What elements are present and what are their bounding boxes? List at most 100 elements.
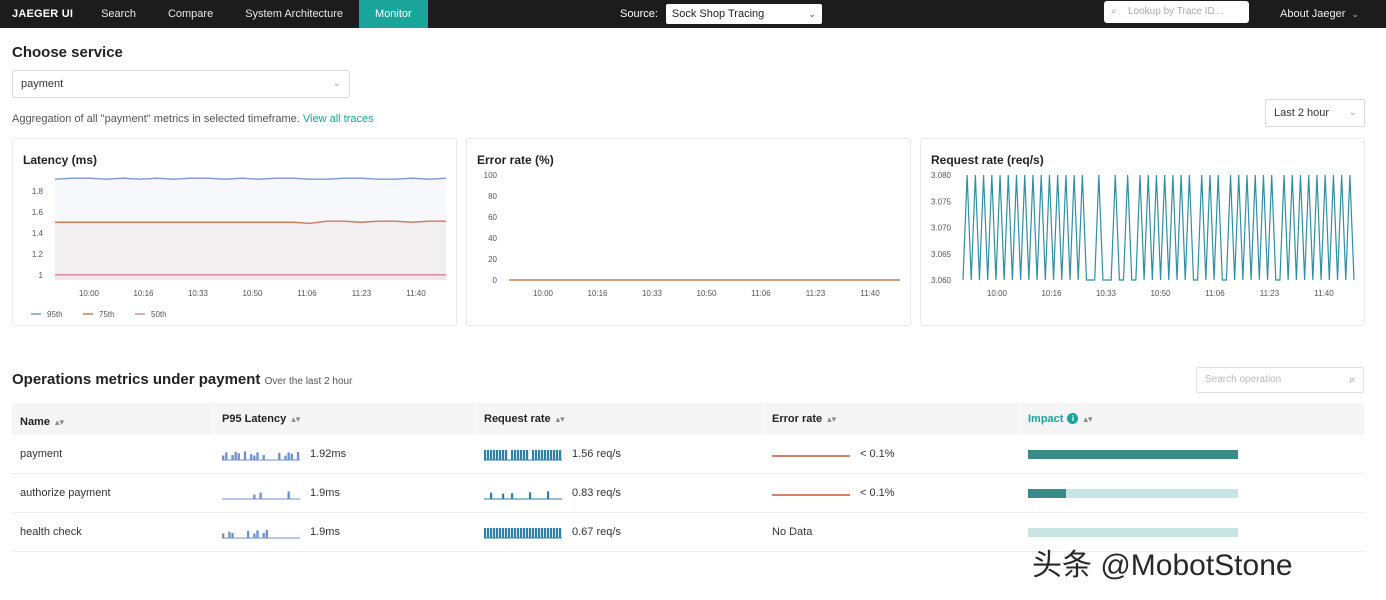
x-tick-label: 11:40 bbox=[860, 289, 880, 298]
service-select[interactable]: payment ⌄ bbox=[12, 70, 350, 98]
y-tick-label: 1.8 bbox=[32, 187, 44, 196]
sort-icon: ▴▾ bbox=[54, 417, 65, 427]
x-tick-label: 10:00 bbox=[79, 289, 100, 298]
sparkline bbox=[484, 528, 562, 539]
sparkline bbox=[222, 451, 300, 461]
error-rate-value: No Data bbox=[772, 526, 813, 538]
sparkline-bar bbox=[499, 528, 502, 538]
sparkline-bar bbox=[256, 452, 259, 460]
series-area bbox=[55, 178, 446, 280]
x-tick-label: 10:50 bbox=[242, 289, 263, 298]
p95-latency-value: 1.9ms bbox=[310, 487, 340, 499]
x-tick-label: 11:06 bbox=[1205, 289, 1225, 298]
y-tick-label: 60 bbox=[488, 213, 497, 222]
col-request-label: Request rate bbox=[484, 413, 551, 425]
trace-lookup-placeholder: Lookup by Trace ID... bbox=[1128, 6, 1224, 17]
timeframe-value: Last 2 hour bbox=[1274, 107, 1330, 119]
y-tick-label: 3.065 bbox=[931, 250, 952, 259]
sparkline bbox=[222, 529, 300, 539]
x-tick-label: 10:50 bbox=[1150, 289, 1171, 298]
col-p95-label: P95 Latency bbox=[222, 413, 287, 425]
nav-compare[interactable]: Compare bbox=[167, 8, 214, 20]
legend-label: 95th bbox=[47, 310, 63, 319]
sparkline-bar bbox=[253, 494, 256, 499]
y-tick-label: 3.075 bbox=[931, 197, 952, 206]
operations-title: Operations metrics under payment bbox=[12, 371, 261, 388]
x-tick-label: 11:40 bbox=[406, 289, 426, 298]
x-tick-label: 10:33 bbox=[1096, 289, 1117, 298]
sparkline-bar bbox=[529, 492, 532, 499]
sparkline-bar bbox=[484, 528, 487, 538]
x-tick-label: 11:06 bbox=[297, 289, 317, 298]
sparkline-bar bbox=[290, 453, 293, 460]
sparkline-bar bbox=[499, 450, 502, 460]
sparkline-bar bbox=[490, 492, 493, 499]
nav-search[interactable]: Search bbox=[101, 8, 136, 20]
sparkline-bar bbox=[256, 530, 259, 538]
x-tick-label: 10:50 bbox=[696, 289, 717, 298]
col-impact[interactable]: Impact i ▴▾ bbox=[1020, 403, 1365, 435]
sparkline bbox=[484, 450, 562, 461]
sparkline-bar bbox=[253, 533, 256, 538]
sparkline-bar bbox=[228, 531, 231, 538]
top-nav: JAEGER UI Search Compare System Architec… bbox=[0, 0, 1386, 28]
trace-lookup-input[interactable]: ⌕ Lookup by Trace ID... bbox=[1104, 1, 1249, 23]
table-row[interactable]: payment 1.92ms 1.56 req/s < 0.1% bbox=[12, 435, 1365, 474]
sparkline-bar bbox=[532, 450, 535, 460]
sparkline-bar bbox=[231, 455, 234, 460]
x-tick-label: 11:23 bbox=[1260, 289, 1280, 298]
y-tick-label: 20 bbox=[488, 255, 497, 264]
x-tick-label: 10:33 bbox=[642, 289, 663, 298]
x-tick-label: 10:33 bbox=[188, 289, 209, 298]
sparkline-bar bbox=[243, 451, 247, 460]
chevron-down-icon: ⌄ bbox=[1348, 107, 1357, 118]
col-error-rate[interactable]: Error rate ▴▾ bbox=[764, 403, 1020, 435]
error-rate-sparkline bbox=[772, 455, 850, 457]
request-rate-chart: 3.080 3.075 3.070 3.065 3.060 10:00 10:16 10:33… bbox=[931, 171, 1355, 298]
p95-latency-cell: 1.9ms bbox=[214, 474, 476, 513]
search-operation-input[interactable]: Search operation ⌕ bbox=[1196, 367, 1364, 393]
chevron-down-icon: ⌄ bbox=[1351, 9, 1360, 19]
sparkline-bar bbox=[237, 453, 240, 460]
table-row[interactable]: health check 1.9ms 0.67 req/s No Data bbox=[12, 513, 1365, 552]
x-tick-label: 10:00 bbox=[987, 289, 1008, 298]
sparkline-bar bbox=[502, 528, 505, 538]
y-tick-label: 1.2 bbox=[32, 250, 44, 259]
search-icon: ⌕ bbox=[1348, 374, 1355, 386]
table-row[interactable]: authorize payment 1.9ms 0.83 req/s < 0.1% bbox=[12, 474, 1365, 513]
jaeger-logo[interactable]: JAEGER UI bbox=[12, 8, 74, 20]
sort-icon: ▴▾ bbox=[555, 414, 565, 424]
source-select[interactable]: Sock Shop Tracing ⌄ bbox=[665, 4, 822, 24]
col-name[interactable]: Name ▴▾ bbox=[12, 403, 214, 435]
col-p95-latency[interactable]: P95 Latency ▴▾ bbox=[214, 403, 476, 435]
latency-title: Latency (ms) bbox=[23, 153, 98, 167]
view-all-traces-link[interactable]: View all traces bbox=[302, 113, 374, 125]
sparkline-bar bbox=[547, 450, 550, 460]
sparkline-bar bbox=[541, 450, 544, 460]
col-request-rate[interactable]: Request rate ▴▾ bbox=[476, 403, 764, 435]
timeframe-select[interactable]: Last 2 hour ⌄ bbox=[1265, 99, 1365, 127]
x-tick-label: 11:23 bbox=[806, 289, 826, 298]
x-tick-label: 11:06 bbox=[751, 289, 771, 298]
sort-icon: ▴▾ bbox=[1083, 414, 1093, 424]
impact-cell bbox=[1020, 474, 1365, 513]
sparkline-bar bbox=[520, 528, 523, 538]
request-rate-value: 0.83 req/s bbox=[572, 487, 621, 499]
sparkline-bar bbox=[231, 533, 234, 538]
sparkline bbox=[222, 491, 300, 500]
info-icon[interactable]: i bbox=[1067, 413, 1079, 424]
chevron-down-icon: ⌄ bbox=[808, 9, 816, 19]
nav-monitor[interactable]: Monitor bbox=[359, 0, 428, 28]
sparkline-bar bbox=[553, 528, 556, 538]
choose-service-heading: Choose service bbox=[12, 44, 123, 61]
series-line bbox=[962, 174, 1355, 281]
y-tick-label: 3.070 bbox=[931, 224, 952, 233]
x-tick-label: 10:00 bbox=[533, 289, 554, 298]
table-header: Name ▴▾ P95 Latency ▴▾ Request rate ▴▾ Erro… bbox=[12, 403, 1365, 435]
about-menu[interactable]: About Jaeger ⌄ bbox=[1280, 0, 1359, 28]
aggregation-note: Aggregation of all "payment" metrics in … bbox=[12, 113, 374, 125]
y-tick-label: 3.080 bbox=[931, 171, 952, 180]
table-body: payment 1.92ms 1.56 req/s < 0.1% authorize p… bbox=[12, 435, 1365, 552]
sparkline-bar bbox=[526, 528, 529, 538]
nav-system-architecture[interactable]: System Architecture bbox=[245, 8, 344, 20]
